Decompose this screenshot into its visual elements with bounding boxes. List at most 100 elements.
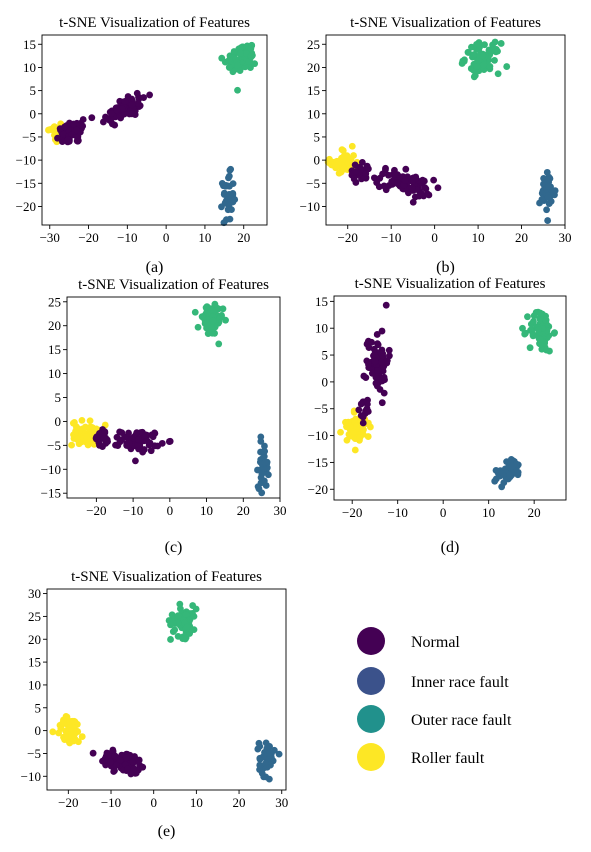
point-roller	[59, 719, 67, 727]
point-outer	[211, 300, 219, 308]
point-normal	[108, 110, 116, 118]
point-outer	[247, 53, 255, 61]
point-normal	[128, 101, 136, 109]
scatter-points	[49, 600, 283, 783]
y-tick-label: 5	[322, 348, 329, 363]
point-normal	[72, 126, 80, 134]
y-tick-label: 15	[28, 655, 41, 670]
y-tick-label: 10	[48, 366, 61, 381]
point-inner	[261, 442, 268, 450]
subplot-caption: (c)	[165, 539, 183, 556]
point-normal	[133, 429, 141, 437]
point-normal	[434, 184, 442, 192]
point-normal	[362, 170, 370, 177]
point-normal	[88, 114, 96, 122]
point-normal	[382, 166, 389, 174]
point-inner	[544, 176, 552, 184]
y-tick-label: −20	[16, 199, 36, 214]
subplot-5: −20 −10 0 10 20 30 −10 −5 0 5 10 15 20 25 30 t-SNE Visu…	[21, 569, 289, 840]
legend-label: Outer race fault	[411, 712, 512, 729]
point-normal	[359, 413, 367, 421]
subplot-1: −30 −20 −10 0 10 20 −20 −15 −10 −5 0 5 10 15 t-SNE Vis…	[16, 15, 268, 276]
point-normal	[129, 758, 136, 766]
scatter-points	[337, 301, 558, 491]
point-outer	[535, 326, 542, 334]
x-tick-label: −20	[58, 795, 78, 810]
y-tick-label: 5	[55, 390, 62, 405]
y-tick-label: 30	[28, 586, 41, 601]
point-normal	[132, 457, 139, 465]
point-roller	[86, 417, 94, 425]
point-normal	[118, 436, 126, 443]
point-normal	[373, 331, 381, 338]
point-outer	[198, 313, 206, 321]
scatter-points	[68, 300, 272, 497]
point-normal	[102, 113, 109, 121]
point-normal	[54, 134, 61, 142]
subplot-caption: (d)	[441, 539, 460, 556]
point-normal	[372, 379, 380, 387]
point-normal	[112, 761, 120, 769]
x-tick-label: 0	[163, 230, 170, 245]
point-inner	[545, 183, 553, 191]
point-roller	[339, 147, 347, 154]
point-roller	[68, 726, 75, 734]
y-tick-label: 5	[35, 700, 42, 715]
point-roller	[324, 158, 332, 166]
x-tick-label: −10	[123, 503, 143, 518]
point-normal	[401, 177, 409, 184]
point-normal	[128, 110, 136, 118]
point-inner	[258, 489, 266, 497]
point-normal	[378, 327, 386, 335]
point-normal	[385, 171, 392, 179]
axes-frame	[66, 296, 281, 499]
point-outer	[225, 64, 233, 71]
point-outer	[219, 305, 227, 313]
point-normal	[61, 123, 68, 131]
y-tick-label: −10	[300, 199, 320, 214]
point-normal	[365, 344, 373, 352]
point-normal	[165, 438, 173, 445]
x-tick-label: 10	[472, 230, 485, 245]
point-inner	[257, 433, 265, 441]
legend-label: Inner race fault	[411, 674, 509, 691]
point-inner	[492, 475, 500, 483]
x-tick-label: 10	[198, 230, 211, 245]
x-tick-label: 0	[440, 505, 447, 520]
point-outer	[470, 51, 478, 58]
y-tick-label: −10	[21, 769, 41, 784]
subplot-title: t-SNE Visualization of Features	[59, 15, 250, 31]
point-outer	[183, 623, 191, 631]
y-tick-label: 0	[35, 723, 42, 738]
point-outer	[208, 329, 216, 337]
point-inner	[492, 466, 500, 474]
point-outer	[174, 612, 182, 620]
point-normal	[111, 752, 119, 760]
point-outer	[530, 318, 537, 325]
point-inner	[498, 483, 506, 491]
x-tick-label: 0	[167, 503, 174, 518]
point-outer	[191, 308, 199, 316]
y-tick-label: 10	[23, 60, 36, 75]
point-normal	[359, 419, 367, 427]
point-roller	[45, 126, 52, 134]
point-normal	[391, 170, 399, 178]
point-normal	[70, 120, 78, 128]
point-outer	[546, 347, 553, 355]
point-outer	[208, 323, 215, 330]
point-normal	[355, 406, 363, 414]
legend-marker	[357, 743, 385, 771]
x-tick-label: 20	[233, 795, 246, 810]
subplot-title: t-SNE Visualization of Features	[78, 277, 269, 293]
point-normal	[118, 429, 126, 437]
y-tick-label: −5	[314, 401, 328, 416]
y-tick-label: −5	[27, 746, 41, 761]
point-outer	[194, 323, 202, 331]
point-normal	[385, 346, 393, 354]
point-inner	[222, 182, 230, 190]
axes-frame	[41, 34, 268, 226]
x-tick-label: −20	[78, 230, 98, 245]
y-tick-label: 15	[48, 342, 61, 357]
point-normal	[408, 184, 416, 192]
